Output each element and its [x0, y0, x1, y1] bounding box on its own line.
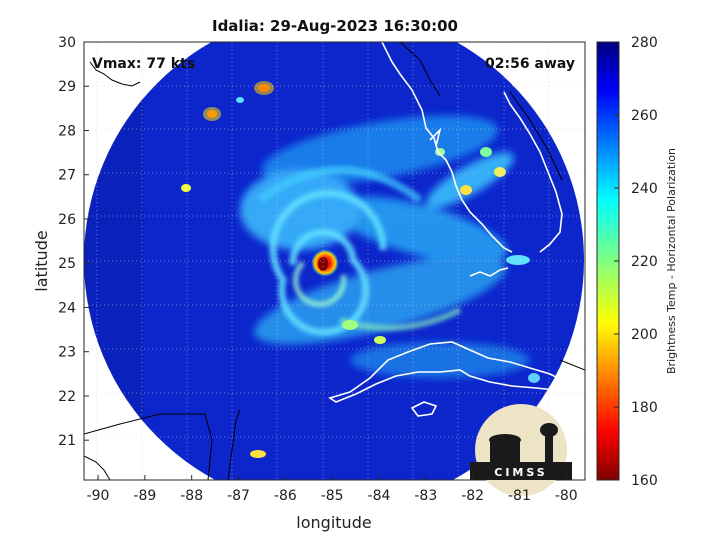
y-tick-label: 30 — [58, 35, 76, 51]
y-axis-label: latitude — [32, 230, 51, 291]
colorbar-tick-label: 200 — [631, 327, 658, 343]
x-tick-label: -89 — [133, 488, 156, 504]
x-tick-label: -80 — [555, 488, 578, 504]
colorbar-tick-label: 220 — [631, 254, 658, 270]
colorbar-tick-label: 160 — [631, 473, 658, 489]
colorbar-ticks: 280 260 240 220 200 180 160 — [614, 35, 658, 489]
x-axis-ticks: -90 -89 -88 -87 -86 -85 -84 -83 -82 -81 -80 — [87, 475, 578, 504]
x-tick-label: -82 — [461, 488, 484, 504]
colorbar-label: Brightness Temp - Horizontal Polarizatio… — [665, 148, 678, 374]
colorbar-tick-label: 260 — [631, 108, 658, 124]
plot-frame — [83, 41, 586, 481]
x-tick-label: -81 — [508, 488, 531, 504]
x-tick-label: -86 — [274, 488, 297, 504]
y-axis-ticks: 21 22 23 24 25 26 27 28 29 30 — [58, 35, 89, 449]
y-tick-label: 28 — [58, 123, 76, 139]
x-tick-label: -85 — [321, 488, 344, 504]
chart-title: Idalia: 29-Aug-2023 16:30:00 — [212, 17, 458, 35]
y-tick-label: 25 — [58, 256, 76, 272]
y-tick-label: 22 — [58, 389, 76, 405]
x-tick-label: -90 — [87, 488, 110, 504]
plot-area: Vmax: 77 kts 02:56 away CIMSS — [83, 41, 586, 496]
x-tick-label: -83 — [414, 488, 437, 504]
x-tick-label: -84 — [368, 488, 391, 504]
coastlines — [328, 42, 585, 417]
y-tick-label: 27 — [58, 168, 76, 184]
colorbar-tick-label: 280 — [631, 35, 658, 51]
logo-text: CIMSS — [494, 466, 547, 479]
x-axis-label: longitude — [296, 513, 371, 532]
land-outlines — [84, 42, 585, 480]
y-tick-label: 21 — [58, 433, 76, 449]
y-tick-label: 23 — [58, 345, 76, 361]
x-tick-label: -87 — [227, 488, 250, 504]
y-tick-label: 29 — [58, 79, 76, 95]
convective-cells — [181, 81, 540, 458]
cimss-logo: CIMSS — [470, 404, 572, 496]
y-tick-label: 26 — [58, 212, 76, 228]
colorbar: 280 260 240 220 200 180 160 Brightness Temp - … — [596, 35, 678, 489]
colorbar-tick-label: 180 — [631, 400, 658, 416]
storm-eye — [311, 249, 339, 277]
vmax-label: Vmax: 77 kts — [92, 56, 195, 72]
x-tick-label: -88 — [180, 488, 203, 504]
colorbar-tick-label: 240 — [631, 181, 658, 197]
y-tick-label: 24 — [58, 300, 76, 316]
time-away-label: 02:56 away — [485, 56, 575, 72]
